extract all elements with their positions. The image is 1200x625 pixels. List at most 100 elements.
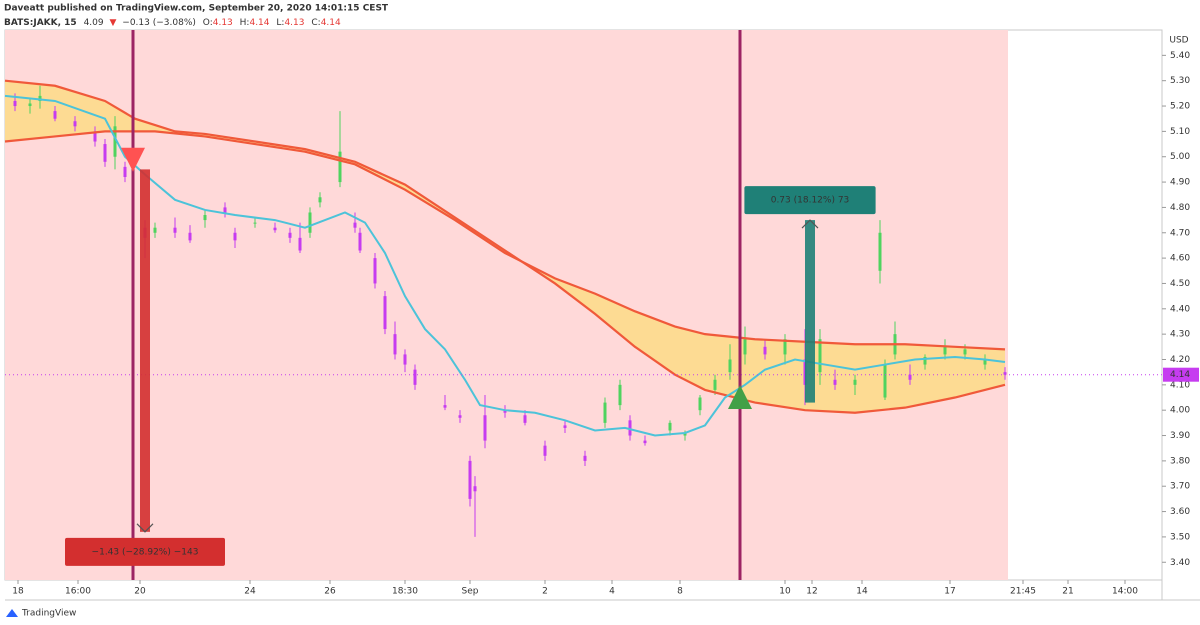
ohlc-label: H: (240, 18, 250, 28)
last-price-label: 4.14 (1170, 370, 1190, 380)
candle-body (668, 422, 672, 431)
candle-body (253, 222, 257, 224)
measure-bar (805, 220, 815, 403)
candle-body (728, 359, 732, 373)
candle-body (403, 354, 407, 365)
candle-body (153, 227, 157, 233)
candle-body (233, 232, 237, 241)
candle-body (288, 232, 292, 238)
last: 4.09 (84, 18, 104, 28)
quote-line: BATS:JAKK, 15 4.09 ▼ −0.13 (−3.08%) O:4.… (4, 18, 341, 28)
y-tick-label: 4.70 (1170, 228, 1190, 238)
candle-body (628, 420, 632, 436)
signal-marker (121, 147, 145, 172)
x-tick-label: 21 (1062, 587, 1073, 597)
y-tick-label: 4.20 (1170, 355, 1190, 365)
signal-marker (728, 384, 752, 409)
candle-body (908, 374, 912, 380)
x-tick-label: 12 (806, 587, 817, 597)
candle-body (818, 339, 822, 373)
measure-label-box (65, 537, 225, 566)
ohlc-value: 4.14 (321, 18, 341, 28)
y-tick-label: 5.20 (1170, 102, 1190, 112)
y-tick-label: 4.40 (1170, 304, 1190, 314)
y-tick-label: 4.00 (1170, 406, 1190, 416)
x-tick-label: 21:45 (1010, 587, 1036, 597)
x-tick-label: 4 (609, 587, 615, 597)
candle-body (833, 379, 837, 385)
candle-body (643, 440, 647, 444)
x-tick-label: 14:00 (1112, 587, 1138, 597)
candle-body (783, 339, 787, 355)
y-tick-label: 5.40 (1170, 51, 1190, 61)
candle-body (503, 410, 507, 413)
x-tick-label: 20 (134, 587, 146, 597)
candle-body (698, 397, 702, 411)
candle-body (468, 460, 472, 499)
y-tick-label: 5.30 (1170, 76, 1190, 86)
ohlc-value: 4.14 (249, 18, 269, 28)
candle-body (743, 339, 747, 355)
candle-body (173, 227, 177, 233)
candle-body (963, 349, 967, 355)
x-tick-label: 10 (779, 587, 791, 597)
y-tick-label: 4.10 (1170, 380, 1190, 390)
candle-body (618, 384, 622, 406)
x-tick-label: 16:00 (65, 587, 91, 597)
y-tick-label: 4.30 (1170, 330, 1190, 340)
ohlc-value: 4.13 (213, 18, 233, 28)
candle-body (853, 379, 857, 385)
y-tick-label: 4.60 (1170, 254, 1190, 264)
candle-body (338, 151, 342, 183)
x-tick-label: 26 (324, 587, 336, 597)
measure-bar (140, 169, 150, 532)
candle-body (53, 111, 57, 119)
x-tick-label: Sep (462, 587, 479, 597)
measure-label: −1.43 (−28.92%) −143 (92, 547, 199, 557)
measure-label-box (744, 186, 876, 215)
y-tick-label: 3.80 (1170, 456, 1190, 466)
x-tick-label: 8 (677, 587, 683, 597)
measure-arrowhead (136, 523, 154, 533)
ohlc-label: C: (311, 18, 320, 28)
candle-body (28, 103, 32, 107)
y-tick-label: 3.60 (1170, 507, 1190, 517)
symbol: BATS:JAKK, 15 (4, 18, 77, 28)
candle-body (223, 207, 227, 213)
candle-body (103, 144, 107, 162)
x-tick-label: 18 (12, 587, 24, 597)
measure-arrowhead (801, 219, 819, 229)
y-tick-label: 5.10 (1170, 127, 1190, 137)
x-tick-label: 2 (542, 587, 548, 597)
candle-body (1003, 372, 1007, 375)
candle-body (923, 356, 927, 365)
candle-body (473, 486, 477, 492)
candle-body (123, 166, 127, 178)
candle-body (543, 445, 547, 456)
candle-body (523, 415, 527, 423)
candle-body (458, 415, 462, 418)
candle-body (983, 359, 987, 365)
y-tick-label: 3.90 (1170, 431, 1190, 441)
footer: TradingView (6, 609, 76, 619)
candle-body (563, 425, 567, 428)
x-tick-label: 14 (856, 587, 868, 597)
candle-body (713, 379, 717, 390)
currency-label: USD (1169, 36, 1188, 46)
candle-body (443, 405, 447, 408)
candle-body (383, 296, 387, 330)
indicator-line (4, 94, 1006, 437)
candle-body (358, 232, 362, 251)
candle-body (203, 215, 207, 221)
candle-body (943, 346, 947, 355)
candle-body (273, 227, 277, 231)
y-tick-label: 3.50 (1170, 532, 1190, 542)
change: −0.13 (−3.08%) (122, 18, 196, 28)
y-tick-label: 4.80 (1170, 203, 1190, 213)
candle-body (93, 131, 97, 142)
y-tick-label: 5.00 (1170, 152, 1190, 162)
candle-body (483, 415, 487, 441)
candle-body (13, 100, 17, 107)
candle-body (188, 232, 192, 241)
band-fill (5, 80, 1005, 413)
